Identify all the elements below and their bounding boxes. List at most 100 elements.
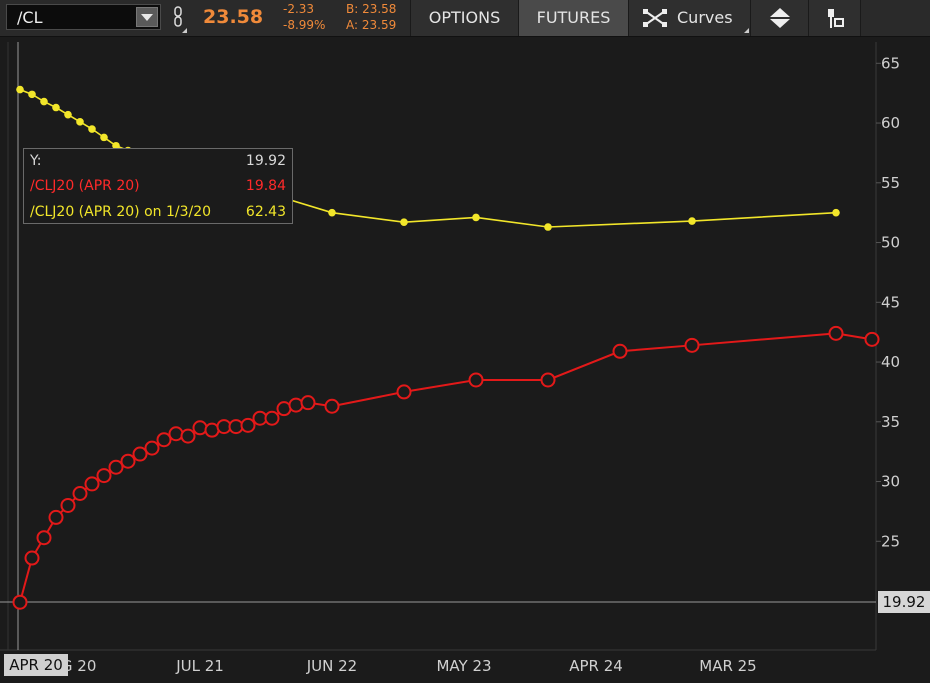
data-point (228, 419, 244, 435)
data-point (328, 208, 336, 217)
toolbar: /CL 23.58 -2.33 -8.99% B: 23.58 A: 23.59… (0, 0, 930, 37)
x-tick-label: JUL 21 (175, 657, 224, 675)
y-tick-label: 45 (881, 293, 900, 311)
symbol-text[interactable]: /CL (17, 8, 43, 27)
data-point (40, 97, 48, 106)
data-tooltip: Y: 19.92 /CLJ20 (APR 20) 19.84 /CLJ20 (A… (23, 148, 293, 224)
chart-area[interactable]: 25 30 35 40 45 50 55 60 65 AUG 20 JUL 21 JUN 22 MAY… (0, 37, 930, 679)
tooltip-past-row: /CLJ20 (APR 20) on 1/3/20 62.43 (30, 202, 286, 222)
data-point (828, 325, 844, 341)
series-line (19, 332, 873, 603)
tooltip-y-row: Y: 19.92 (30, 151, 286, 171)
flag-icon (827, 9, 844, 28)
y-tick-label: 60 (881, 114, 900, 132)
curves-icon (643, 9, 667, 27)
x-tick-label: MAR 25 (699, 657, 756, 675)
data-point (168, 426, 184, 442)
data-point (88, 125, 96, 133)
bid-price: B: 23.58 (346, 2, 397, 16)
curves-menu-corner-icon (744, 28, 749, 33)
data-point (192, 420, 208, 436)
tooltip-past-label: /CLJ20 (APR 20) on 1/3/20 (30, 204, 212, 220)
data-point (544, 223, 552, 231)
x-tick-label: APR 24 (569, 657, 623, 675)
series-layer (12, 85, 880, 610)
data-point (180, 428, 196, 444)
data-point (324, 398, 340, 414)
data-point (64, 110, 72, 119)
crosshair-date-label: APR 20 (4, 654, 68, 676)
data-point (300, 395, 316, 411)
data-point (96, 468, 112, 484)
data-point (288, 397, 304, 413)
tooltip-past-value: 62.43 (245, 204, 286, 220)
data-point (612, 343, 628, 359)
percent-change: -8.99% (283, 18, 326, 32)
link-icon[interactable] (172, 6, 184, 28)
y-tick-label: 65 (881, 54, 900, 72)
symbol-dropdown-button[interactable] (136, 7, 158, 27)
chart-frame (0, 42, 877, 651)
data-point (144, 440, 160, 456)
curves-label: Curves (677, 8, 733, 27)
tooltip-y-value: 19.92 (245, 153, 286, 169)
data-point (832, 208, 840, 217)
data-point (112, 141, 120, 150)
data-point (132, 446, 148, 462)
data-point (48, 509, 64, 525)
data-point (52, 103, 60, 112)
data-point (276, 401, 292, 417)
data-point (16, 85, 24, 94)
x-tick-label: JUN 22 (306, 657, 357, 675)
data-point (84, 476, 100, 492)
data-point (472, 213, 480, 222)
crosshair-price-label: 19.92 (878, 591, 930, 613)
series-line (19, 88, 837, 228)
data-point (72, 485, 88, 501)
data-point (540, 372, 556, 388)
chevron-down-icon (141, 14, 153, 21)
y-tick-label: 30 (881, 473, 900, 491)
symbol-selector[interactable]: /CL (6, 4, 161, 30)
y-tick-label: 50 (881, 234, 900, 252)
tab-futures[interactable]: FUTURES (518, 0, 628, 36)
y-tick-label: 35 (881, 413, 900, 431)
data-point (108, 459, 124, 475)
sort-up-down-button[interactable] (750, 0, 808, 36)
tooltip-y-label: Y: (30, 153, 42, 169)
data-point (396, 384, 412, 400)
data-point (400, 218, 408, 227)
data-point (240, 417, 256, 433)
data-point (100, 133, 108, 142)
data-point (60, 497, 76, 513)
y-axis: 25 30 35 40 45 50 55 60 65 (876, 54, 900, 550)
data-point (468, 372, 484, 388)
tooltip-current-value: 19.84 (245, 178, 286, 194)
data-point (120, 453, 136, 469)
ask-price: A: 23.59 (346, 18, 397, 32)
y-tick-label: 25 (881, 532, 900, 550)
data-point (76, 118, 84, 126)
curves-button[interactable]: Curves (628, 0, 750, 36)
data-point (156, 432, 172, 448)
tooltip-current-row: /CLJ20 (APR 20) 19.84 (30, 176, 286, 196)
y-tick-label: 40 (881, 353, 900, 371)
y-tick-label: 55 (881, 174, 900, 192)
data-point (36, 530, 52, 546)
last-price: 23.58 (203, 6, 264, 28)
bid-ask-block: B: 23.58 A: 23.59 (346, 1, 396, 33)
tab-options[interactable]: OPTIONS (410, 0, 518, 36)
up-down-arrows-icon (769, 8, 790, 28)
x-axis: AUG 20 JUL 21 JUN 22 MAY 23 APR 24 MAR 25 (40, 657, 757, 675)
change-block: -2.33 -8.99% (283, 1, 325, 33)
data-point (24, 550, 40, 566)
data-point (12, 594, 28, 610)
data-point (684, 337, 700, 353)
tooltip-current-label: /CLJ20 (APR 20) (30, 178, 140, 194)
toolbar-spacer (860, 0, 930, 36)
drawing-tool-button[interactable] (808, 0, 860, 36)
data-point (28, 90, 36, 99)
net-change: -2.33 (283, 2, 315, 16)
x-tick-label: MAY 23 (436, 657, 491, 675)
